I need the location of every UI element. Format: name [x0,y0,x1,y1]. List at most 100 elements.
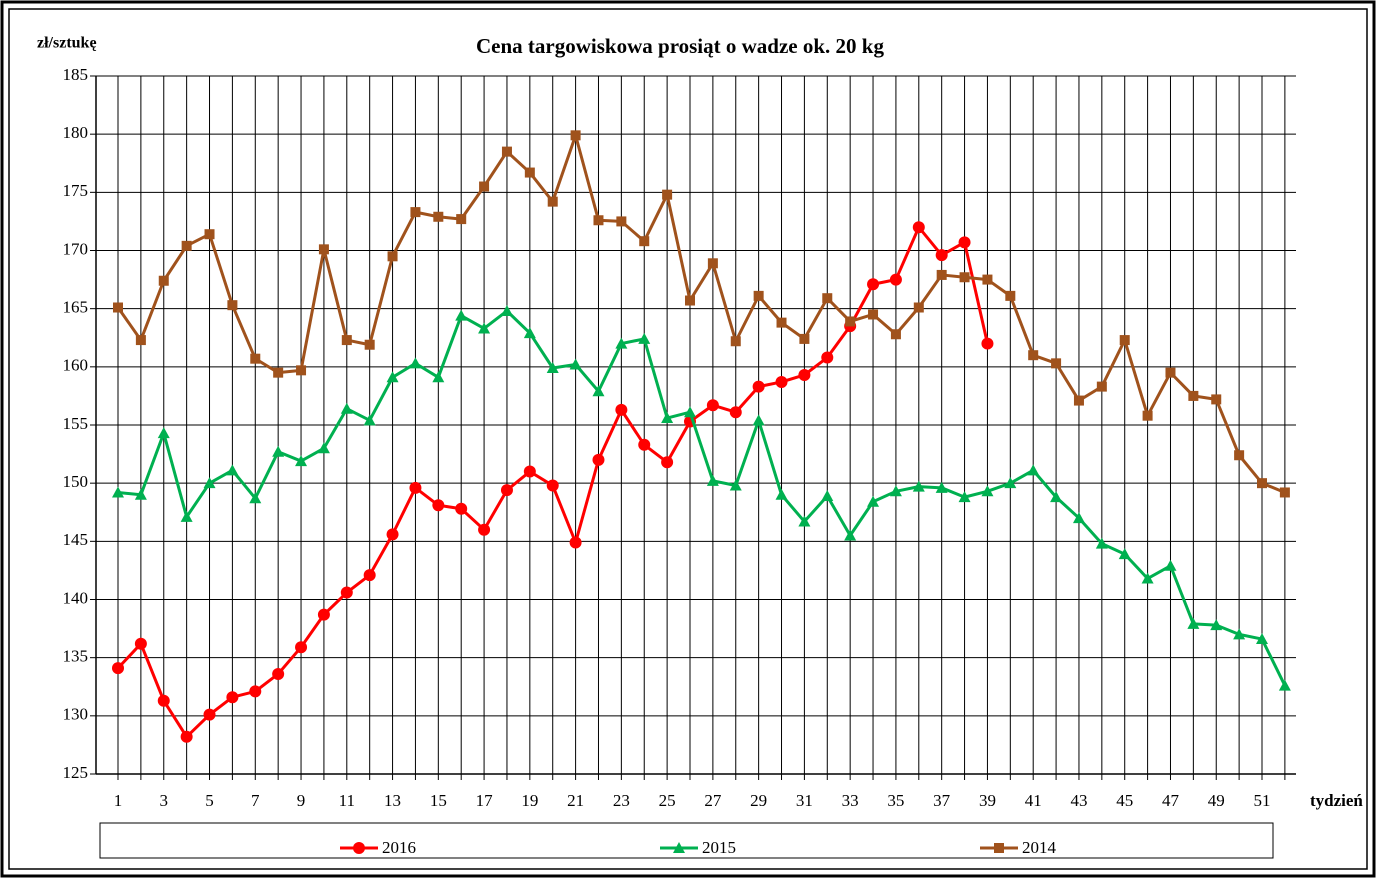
y-tick-label: 125 [63,763,89,782]
y-tick-label: 175 [63,181,89,200]
y-tick-label: 130 [63,705,89,724]
marker [1211,394,1222,405]
marker [353,842,365,854]
marker [1118,548,1131,560]
x-tick-label: 45 [1116,791,1133,810]
marker [592,453,605,466]
marker [982,274,993,285]
x-tick-label: 47 [1162,791,1180,810]
marker [753,290,764,301]
marker [959,272,970,283]
marker [730,336,741,347]
marker [1234,450,1245,461]
marker [1141,572,1154,584]
marker [981,337,994,350]
marker [1095,537,1108,549]
marker [296,365,307,376]
marker [157,427,170,439]
marker [295,455,308,467]
marker [203,708,216,721]
marker [799,333,810,344]
marker [295,641,308,654]
marker [729,406,742,419]
marker [409,481,422,494]
marker [958,491,971,503]
marker [994,843,1004,853]
marker [180,730,193,743]
marker [317,442,330,454]
marker [1257,478,1267,489]
marker [523,465,536,478]
inner-frame [8,8,1368,870]
marker [889,485,902,497]
marker [1278,679,1291,691]
marker [1119,335,1130,346]
marker [912,221,925,234]
marker [661,456,674,469]
x-tick-label: 7 [251,791,260,810]
y-tick-label: 140 [63,588,89,607]
x-tick-label: 9 [297,791,306,810]
marker [845,316,856,327]
marker [1028,350,1039,361]
marker [616,216,627,227]
marker [386,528,399,541]
marker [134,637,147,650]
x-tick-label: 25 [659,791,676,810]
marker [912,480,925,492]
marker [592,385,605,397]
x-tick-label: 29 [750,791,767,810]
marker [410,207,421,218]
marker [776,317,787,328]
y-tick-label: 155 [63,414,89,433]
y-tick-label: 150 [63,472,89,491]
marker [1233,628,1246,640]
marker [570,130,581,141]
marker [432,371,445,383]
marker [272,445,285,457]
marker [844,529,857,541]
marker [638,332,651,344]
marker [958,236,971,249]
marker [1165,367,1176,378]
marker [1142,410,1153,421]
marker [341,335,352,346]
marker [707,258,718,269]
marker [729,479,742,491]
marker [340,402,353,414]
x-tick-label: 23 [613,791,630,810]
x-tick-label: 15 [430,791,447,810]
marker [455,309,468,321]
marker [935,249,948,262]
marker [1164,559,1177,571]
marker [1050,491,1063,503]
marker [867,495,880,507]
marker [569,358,582,370]
marker [409,357,422,369]
marker [181,240,192,251]
marker [227,300,238,311]
marker [272,667,285,680]
x-tick-label: 19 [521,791,538,810]
marker [890,329,901,340]
chart-title: Cena targowiskowa prosiąt o wadze ok. 20… [476,34,884,58]
marker [363,414,376,426]
marker [547,196,558,207]
marker [662,189,673,200]
x-tick-label: 33 [842,791,859,810]
marker [226,464,239,476]
y-tick-label: 160 [63,356,89,375]
marker [1005,290,1016,301]
marker [455,502,468,515]
marker [249,492,262,504]
x-tick-label: 31 [796,791,813,810]
marker [273,367,284,378]
marker [456,214,467,225]
marker [752,414,765,426]
marker [500,484,513,497]
marker [752,380,765,393]
marker [203,477,216,489]
marker [157,694,170,707]
x-tick-label: 51 [1254,791,1271,810]
marker [112,662,124,675]
